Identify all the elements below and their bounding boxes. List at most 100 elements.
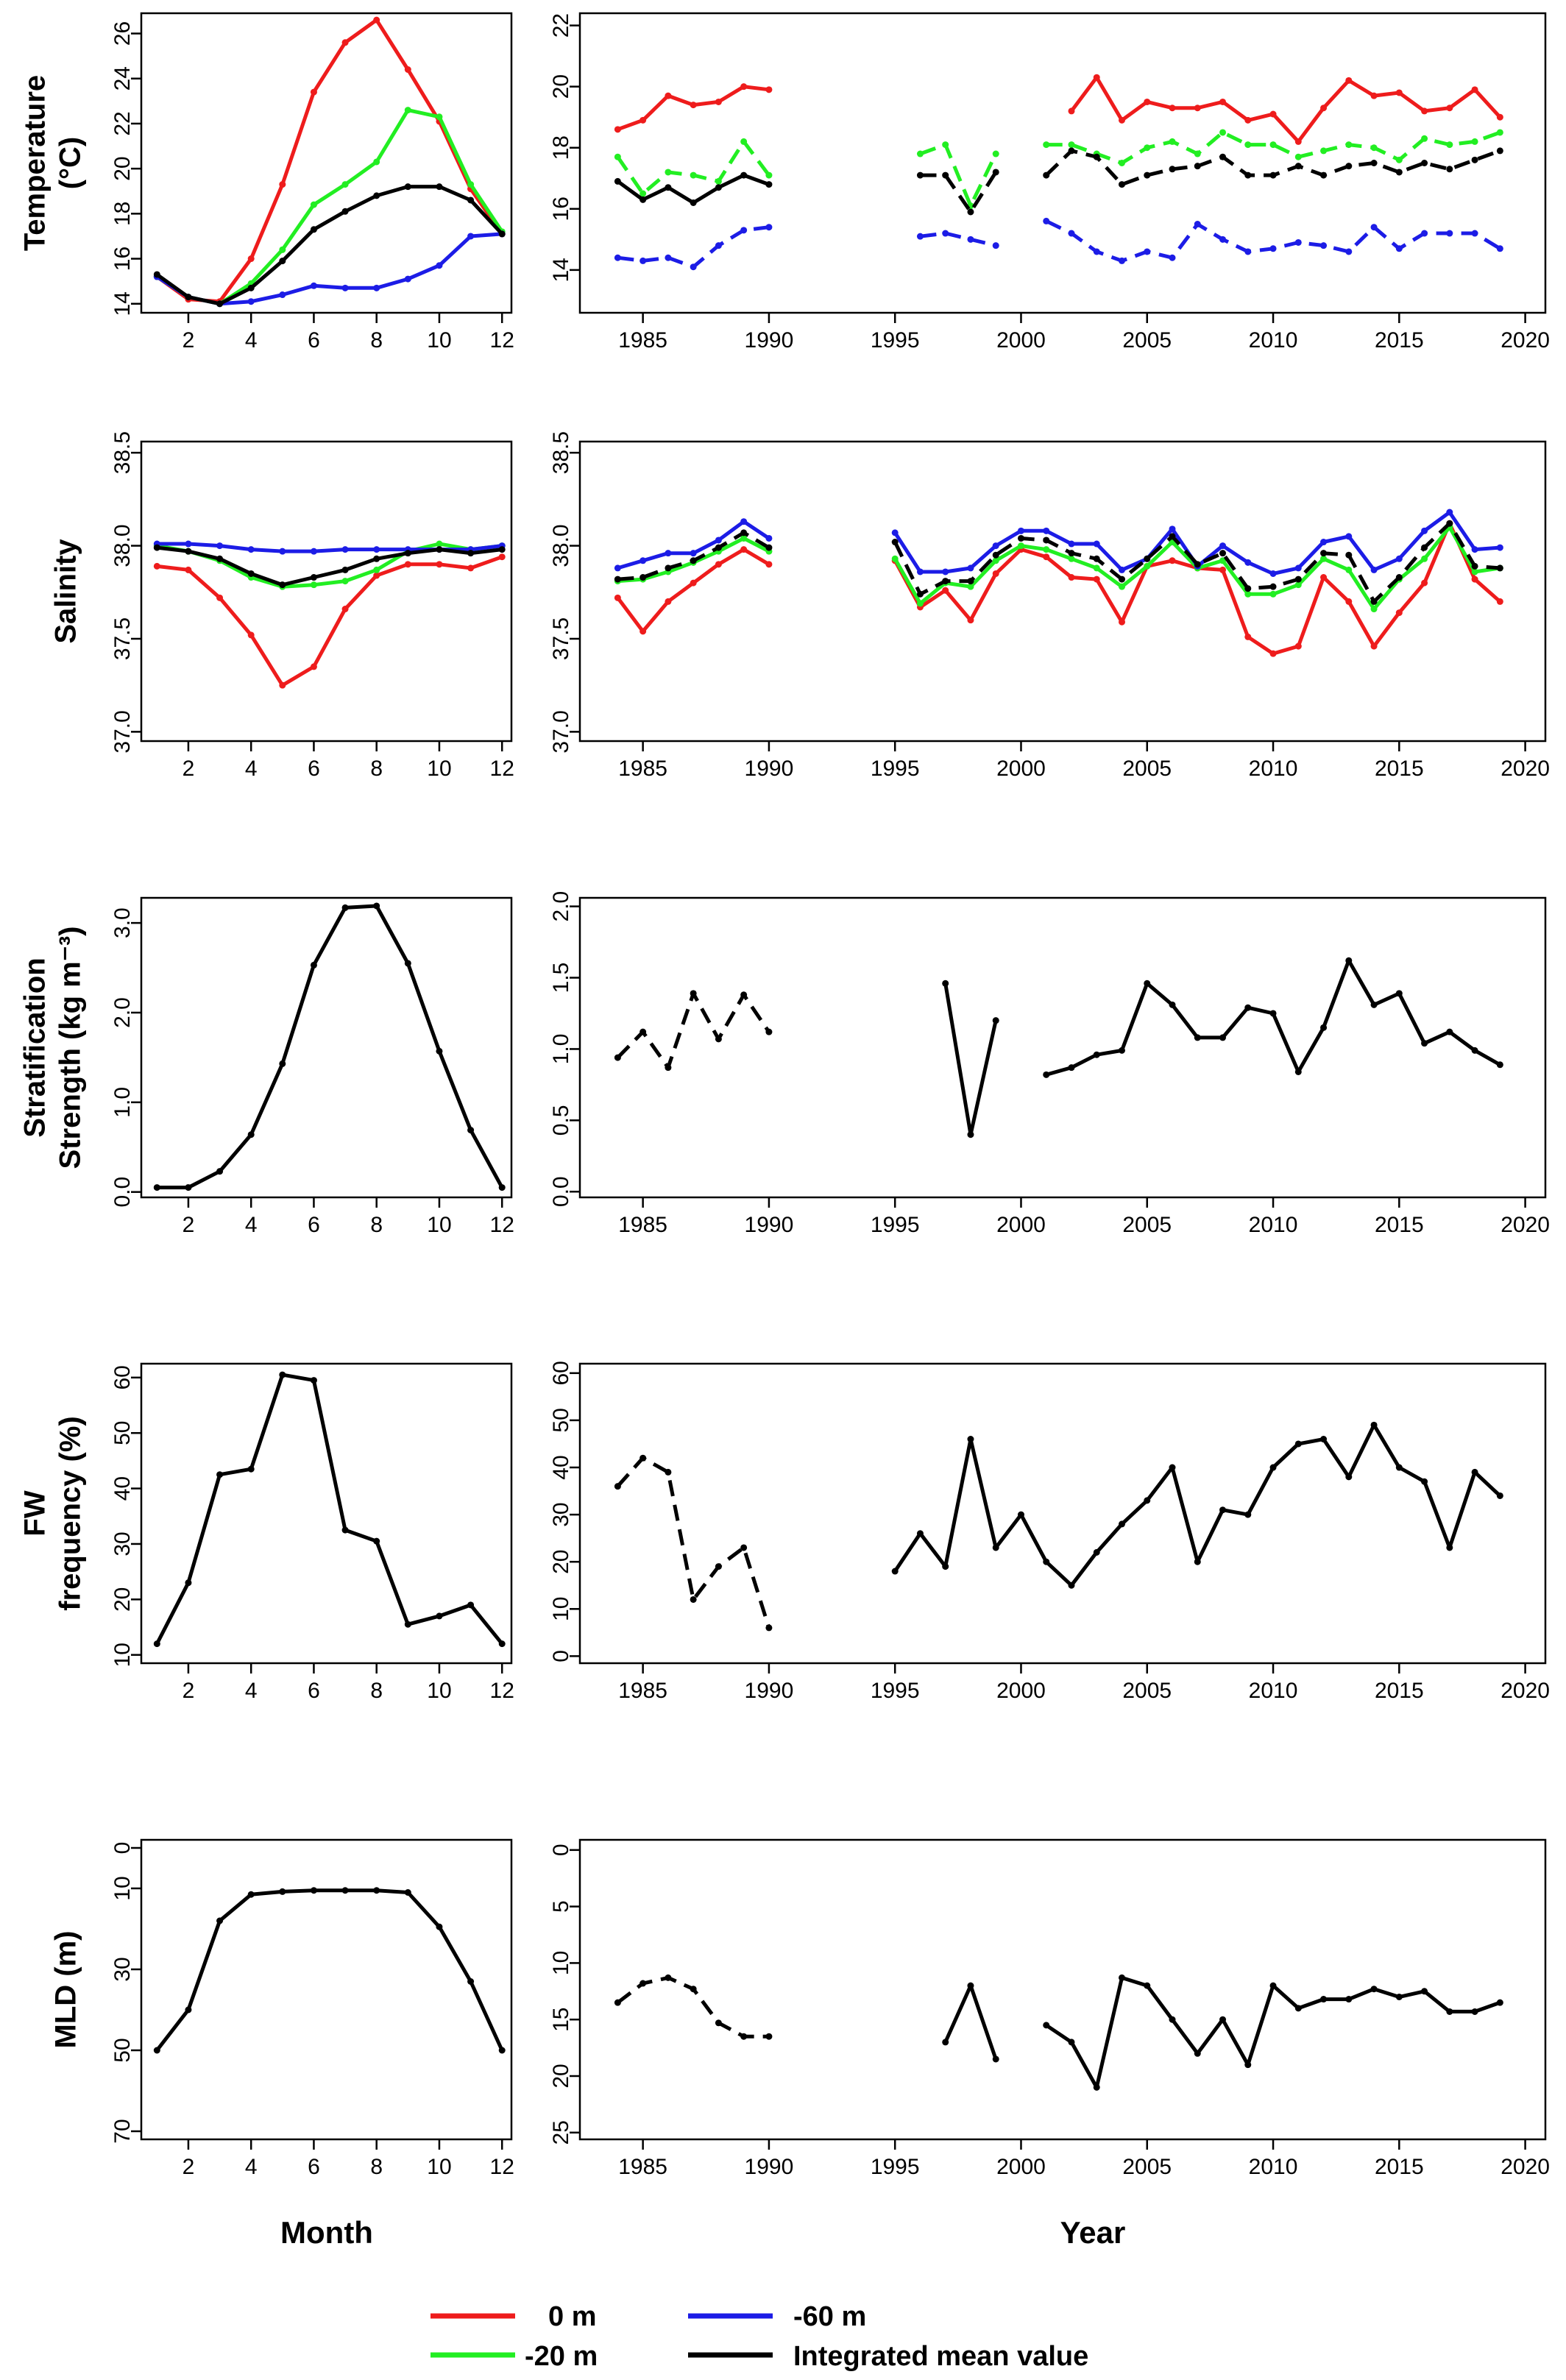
temp-year-point-mean — [740, 171, 748, 179]
sal-month-y-tick-label: 38.5 — [110, 431, 135, 474]
fw-year-point-mean — [690, 1595, 697, 1603]
temp-year-point-mean — [690, 199, 697, 206]
strat-month-series-mean — [157, 904, 504, 1190]
temp-month-x-tick-label: 12 — [490, 328, 514, 353]
fw-year-y-tick-label: 20 — [549, 1550, 573, 1574]
strat-year-point-mean — [740, 991, 748, 999]
strat-year-y-tick-label: 2.0 — [549, 891, 573, 922]
fw-year-x-tick-label: 1995 — [871, 1679, 920, 1703]
sal-month-series-surface — [157, 555, 503, 687]
temp-year-point-mean — [715, 184, 722, 191]
strat-year-point-mean — [665, 1064, 672, 1072]
mld-month-y-tick-label: 70 — [110, 2119, 135, 2143]
sal-year-point-m60 — [1294, 564, 1302, 572]
mld-year-y-tick-label: 25 — [549, 2120, 573, 2145]
sal-year-point-m60 — [1244, 559, 1252, 566]
sal-year-point-mean — [1294, 575, 1302, 583]
sal-month-point-mean — [310, 574, 317, 581]
mld-month-point-mean — [279, 1888, 286, 1895]
fw-month-point-mean — [436, 1612, 443, 1620]
mld-month-point-mean — [373, 1887, 380, 1894]
mld-month-point-mean — [247, 1891, 255, 1898]
temp-year-point-m20 — [740, 138, 748, 145]
temp-month-point-m60 — [436, 262, 443, 269]
sal-year-point-m20 — [1068, 555, 1075, 562]
strat-month-panel: 2 4 6 8 10 12 0.0 1.0 2.0 3.0 Stratification Streng… — [19, 896, 514, 1237]
fw-year-point-mean — [1294, 1440, 1302, 1448]
temp-year-point-m20 — [1421, 135, 1428, 142]
sal-year-point-surface — [1068, 574, 1075, 581]
sal-year-point-mean — [1119, 575, 1126, 583]
strat-year-panel: 1985 1990 1995 2000 2005 2010 2015 2020 0.0 0.5 1.… — [549, 891, 1550, 1237]
temp-year-point-surface — [1269, 110, 1277, 118]
mld-year-point-mean — [1421, 1988, 1428, 1995]
temp-year-x-tick-label: 1995 — [871, 328, 920, 353]
strat-year-point-mean — [1269, 1010, 1277, 1017]
mld-year-x-tick-label: 2000 — [996, 2155, 1046, 2179]
temp-month-point-mean — [341, 208, 349, 215]
strat-month-x-tick-label: 6 — [308, 1213, 320, 1237]
mld-month-x-tick-label: 2 — [183, 2155, 195, 2179]
strat-month-y-axis-label: Strength (kg m⁻³) — [54, 927, 87, 1169]
mld-month-plot-frame — [140, 1838, 513, 2141]
mld-month-x-tick-label: 10 — [427, 2155, 451, 2179]
fw-year-point-mean — [1119, 1520, 1126, 1528]
temp-year-point-surface — [1370, 92, 1378, 99]
sal-year-point-mean — [1395, 574, 1403, 581]
mld-year-point-mean — [740, 2033, 748, 2040]
sal-year-point-mean — [639, 574, 647, 581]
sal-year-point-m60 — [740, 518, 748, 525]
temp-month-point-mean — [498, 230, 506, 238]
temp-year-y-tick-label: 14 — [549, 258, 573, 282]
temp-year-point-m60 — [1496, 245, 1503, 252]
temp-year-series-m20 — [919, 143, 998, 208]
sal-month-x-tick-label: 12 — [490, 757, 514, 781]
sal-year-point-surface — [1471, 575, 1478, 583]
temp-year-point-surface — [715, 98, 722, 105]
temp-year-point-m20 — [1144, 144, 1151, 152]
temp-month-y-axis-label: (°C) — [54, 137, 87, 190]
temp-year-point-m60 — [1144, 248, 1151, 255]
temp-year-point-surface — [1421, 107, 1428, 115]
temp-month-point-mean — [279, 258, 286, 265]
temp-year-point-m60 — [740, 227, 748, 234]
temp-year-x-tick-label: 2020 — [1501, 328, 1550, 353]
temp-year-point-m20 — [1370, 144, 1378, 152]
temp-year-point-m60 — [690, 263, 697, 271]
temp-month-point-m20 — [467, 181, 475, 188]
temp-month-y-tick-label: 14 — [110, 291, 135, 316]
temp-month-point-mean — [153, 271, 160, 278]
sal-month-point-m60 — [216, 542, 224, 550]
temp-year-point-m20 — [1119, 160, 1126, 166]
sal-year-point-m60 — [967, 564, 974, 572]
sal-year-point-mean — [1219, 550, 1227, 557]
sal-month-point-m20 — [310, 581, 317, 589]
sal-year-point-surface — [1395, 609, 1403, 617]
strat-year-series-mean — [943, 982, 998, 1137]
mld-year-y-tick-label: 15 — [549, 2008, 573, 2032]
strat-year-point-mean — [967, 1131, 974, 1138]
temp-month-point-surface — [247, 255, 255, 263]
strat-year-x-tick-label: 2005 — [1122, 1213, 1172, 1237]
temp-year-point-mean — [916, 171, 924, 179]
fw-year-point-mean — [1068, 1582, 1075, 1589]
fw-year-point-mean — [1269, 1464, 1277, 1471]
mld-year-panel: 1985 1990 1995 2000 2005 2010 2015 2020 0 5 10 15 20… — [549, 1838, 1550, 2179]
sal-year-point-m60 — [639, 557, 647, 564]
sal-year-point-mean — [1370, 598, 1378, 605]
strat-year-point-mean — [1471, 1046, 1478, 1054]
temp-year-y-tick-label: 22 — [549, 13, 573, 38]
sal-month-point-m60 — [310, 548, 317, 555]
temp-year-point-m60 — [1370, 224, 1378, 231]
strat-month-y-tick-label: 2.0 — [110, 997, 135, 1028]
strat-year-point-mean — [1144, 980, 1151, 987]
temp-year-point-m20 — [765, 171, 773, 179]
fw-year-x-tick-label: 2005 — [1122, 1679, 1172, 1703]
mld-month-point-mean — [185, 2006, 192, 2014]
strat-month-point-mean — [436, 1047, 443, 1055]
mld-year-point-mean — [1144, 1982, 1151, 1989]
mld-year-point-mean — [1370, 1986, 1378, 1993]
temp-year-x-tick-label: 2000 — [996, 328, 1046, 353]
fw-month-x-tick-label: 12 — [490, 1679, 514, 1703]
